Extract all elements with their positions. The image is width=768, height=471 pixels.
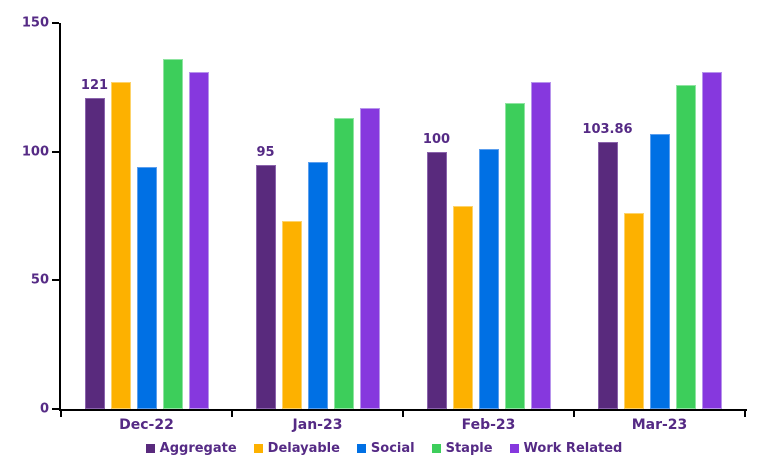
x-axis-tick: [402, 411, 404, 417]
y-axis-tick-label: 0: [39, 401, 49, 417]
y-axis-tick: [52, 150, 59, 153]
x-axis-tick: [573, 411, 575, 417]
bar-delayable: [281, 221, 302, 409]
legend-label: Social: [370, 441, 415, 456]
bar-work-related: [188, 71, 209, 409]
legend-swatch-delayable: [253, 444, 263, 453]
legend-swatch-staple: [431, 444, 441, 453]
x-axis-tick: [231, 411, 233, 417]
bar-data-label: 100: [422, 131, 451, 147]
legend-label: Aggregate: [159, 441, 237, 456]
x-axis-category-label: Jan-23: [292, 417, 343, 433]
y-axis-tick-label: 100: [21, 144, 49, 160]
y-axis-tick: [52, 408, 59, 410]
x-axis-line: [59, 409, 747, 411]
y-axis-tick: [52, 22, 59, 24]
bar-aggregate: [255, 164, 276, 409]
bar-data-label: 103.86: [582, 121, 633, 137]
bar-social: [136, 167, 157, 409]
bar-aggregate: [597, 141, 618, 409]
bar-aggregate: [84, 97, 105, 409]
bar-aggregate: [426, 151, 447, 409]
bar-staple: [675, 84, 696, 409]
bar-delayable: [110, 82, 131, 409]
legend-swatch-work-related: [509, 444, 519, 453]
legend-item: Staple: [431, 441, 493, 456]
x-axis-tick: [60, 411, 62, 417]
x-axis-category-label: Dec-22: [119, 417, 174, 433]
legend-label: Work Related: [523, 441, 623, 456]
bar-data-label: 121: [80, 77, 109, 93]
bar-delayable: [623, 213, 644, 409]
legend: Aggregate Delayable Social Staple Work Relat…: [0, 441, 768, 456]
legend-label: Staple: [445, 441, 493, 456]
bar-staple: [333, 118, 354, 409]
y-axis-tick-label: 50: [30, 272, 49, 288]
y-axis-tick-label: 150: [21, 15, 49, 31]
bar-social: [307, 161, 328, 409]
bar-staple: [504, 102, 525, 409]
x-axis-category-label: Mar-23: [631, 417, 688, 433]
legend-swatch-aggregate: [145, 444, 155, 453]
x-axis-category-label: Feb-23: [461, 417, 516, 433]
bar-work-related: [530, 82, 551, 409]
y-axis-tick: [52, 279, 59, 282]
legend-item: Aggregate: [145, 441, 237, 456]
bar-staple: [162, 59, 183, 409]
legend-label: Delayable: [267, 441, 340, 456]
legend-swatch-social: [356, 444, 366, 453]
bar-work-related: [359, 107, 380, 409]
bar-delayable: [452, 205, 473, 409]
legend-item: Social: [356, 441, 415, 456]
y-axis-line: [59, 23, 61, 411]
bar-social: [478, 149, 499, 409]
bar-work-related: [701, 71, 722, 409]
bar-social: [649, 133, 670, 409]
legend-item: Delayable: [253, 441, 340, 456]
bar-data-label: 95: [256, 144, 275, 160]
legend-item: Work Related: [509, 441, 623, 456]
x-axis-tick: [744, 411, 746, 417]
